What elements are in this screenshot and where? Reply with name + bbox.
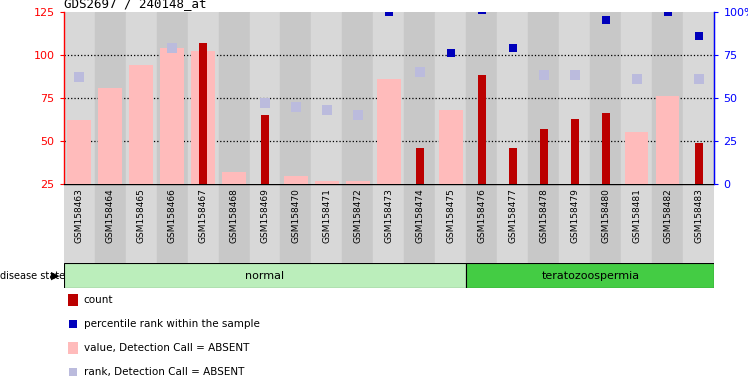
Bar [64,263,467,288]
Bar [528,12,560,184]
Bar [188,12,218,184]
Text: normal: normal [245,270,284,281]
Bar [346,181,370,184]
Bar [622,12,652,184]
Bar [602,114,610,184]
Text: GSM158482: GSM158482 [663,188,672,243]
Text: GSM158472: GSM158472 [354,188,363,243]
Text: GSM158480: GSM158480 [601,188,610,243]
Bar [560,184,590,263]
Bar [684,12,714,184]
Text: teratozoospermia: teratozoospermia [542,270,640,281]
Bar [373,184,405,263]
Bar [280,12,311,184]
Text: GSM158464: GSM158464 [105,188,114,243]
Text: GSM158474: GSM158474 [415,188,424,243]
Bar [405,184,435,263]
Bar [625,132,649,184]
Bar [129,65,153,184]
Bar [94,184,126,263]
Text: GSM158475: GSM158475 [447,188,456,243]
Text: GSM158478: GSM158478 [539,188,548,243]
Text: GSM158463: GSM158463 [75,188,84,243]
Text: GSM158467: GSM158467 [198,188,207,243]
Bar [316,181,339,184]
Text: GSM158473: GSM158473 [384,188,393,243]
Bar [156,12,188,184]
Text: GDS2697 / 240148_at: GDS2697 / 240148_at [64,0,206,10]
Bar [99,88,122,184]
Bar [509,148,517,184]
Bar [528,184,560,263]
Bar [126,184,156,263]
Text: GSM158470: GSM158470 [292,188,301,243]
Bar [250,184,280,263]
Text: GSM158466: GSM158466 [168,188,177,243]
Bar [478,75,486,184]
Text: GSM158468: GSM158468 [230,188,239,243]
Bar [280,184,311,263]
Text: ▶: ▶ [52,270,60,281]
Text: rank, Detection Call = ABSENT: rank, Detection Call = ABSENT [84,367,244,377]
Bar [250,12,280,184]
Text: percentile rank within the sample: percentile rank within the sample [84,319,260,329]
Bar [467,263,714,288]
Bar [199,43,207,184]
Bar [94,12,126,184]
Bar [64,12,94,184]
Bar [284,176,307,184]
Bar [405,12,435,184]
Bar [68,342,78,354]
Bar [222,172,245,184]
Bar [497,12,528,184]
Bar [126,12,156,184]
Bar [652,184,684,263]
Bar [590,184,622,263]
Bar [156,184,188,263]
Bar [311,184,343,263]
Bar [435,12,467,184]
Text: count: count [84,295,113,305]
Bar [439,110,462,184]
Bar [571,119,579,184]
Text: GSM158465: GSM158465 [137,188,146,243]
Bar [652,12,684,184]
Text: GSM158477: GSM158477 [509,188,518,243]
Bar [343,12,373,184]
Bar [261,115,269,184]
Bar [191,51,215,184]
Text: GSM158469: GSM158469 [260,188,269,243]
Bar [64,184,94,263]
Text: GSM158479: GSM158479 [571,188,580,243]
Bar [311,12,343,184]
Bar [622,184,652,263]
Bar [343,184,373,263]
Bar [467,12,497,184]
Bar [560,12,590,184]
Bar [373,12,405,184]
Text: GSM158471: GSM158471 [322,188,331,243]
Bar [67,121,91,184]
Bar [467,184,497,263]
Bar [497,184,528,263]
Bar [695,143,703,184]
Bar [590,12,622,184]
Text: GSM158476: GSM158476 [477,188,486,243]
Bar [218,184,250,263]
Bar [656,96,679,184]
Bar [377,79,401,184]
Bar [684,184,714,263]
Text: GSM158483: GSM158483 [694,188,703,243]
Bar [188,184,218,263]
Bar [218,12,250,184]
Text: value, Detection Call = ABSENT: value, Detection Call = ABSENT [84,343,249,353]
Text: disease state: disease state [0,270,65,281]
Bar [68,294,78,306]
Text: GSM158481: GSM158481 [632,188,641,243]
Bar [435,184,467,263]
Bar [416,148,424,184]
Bar [160,48,184,184]
Bar [540,129,548,184]
